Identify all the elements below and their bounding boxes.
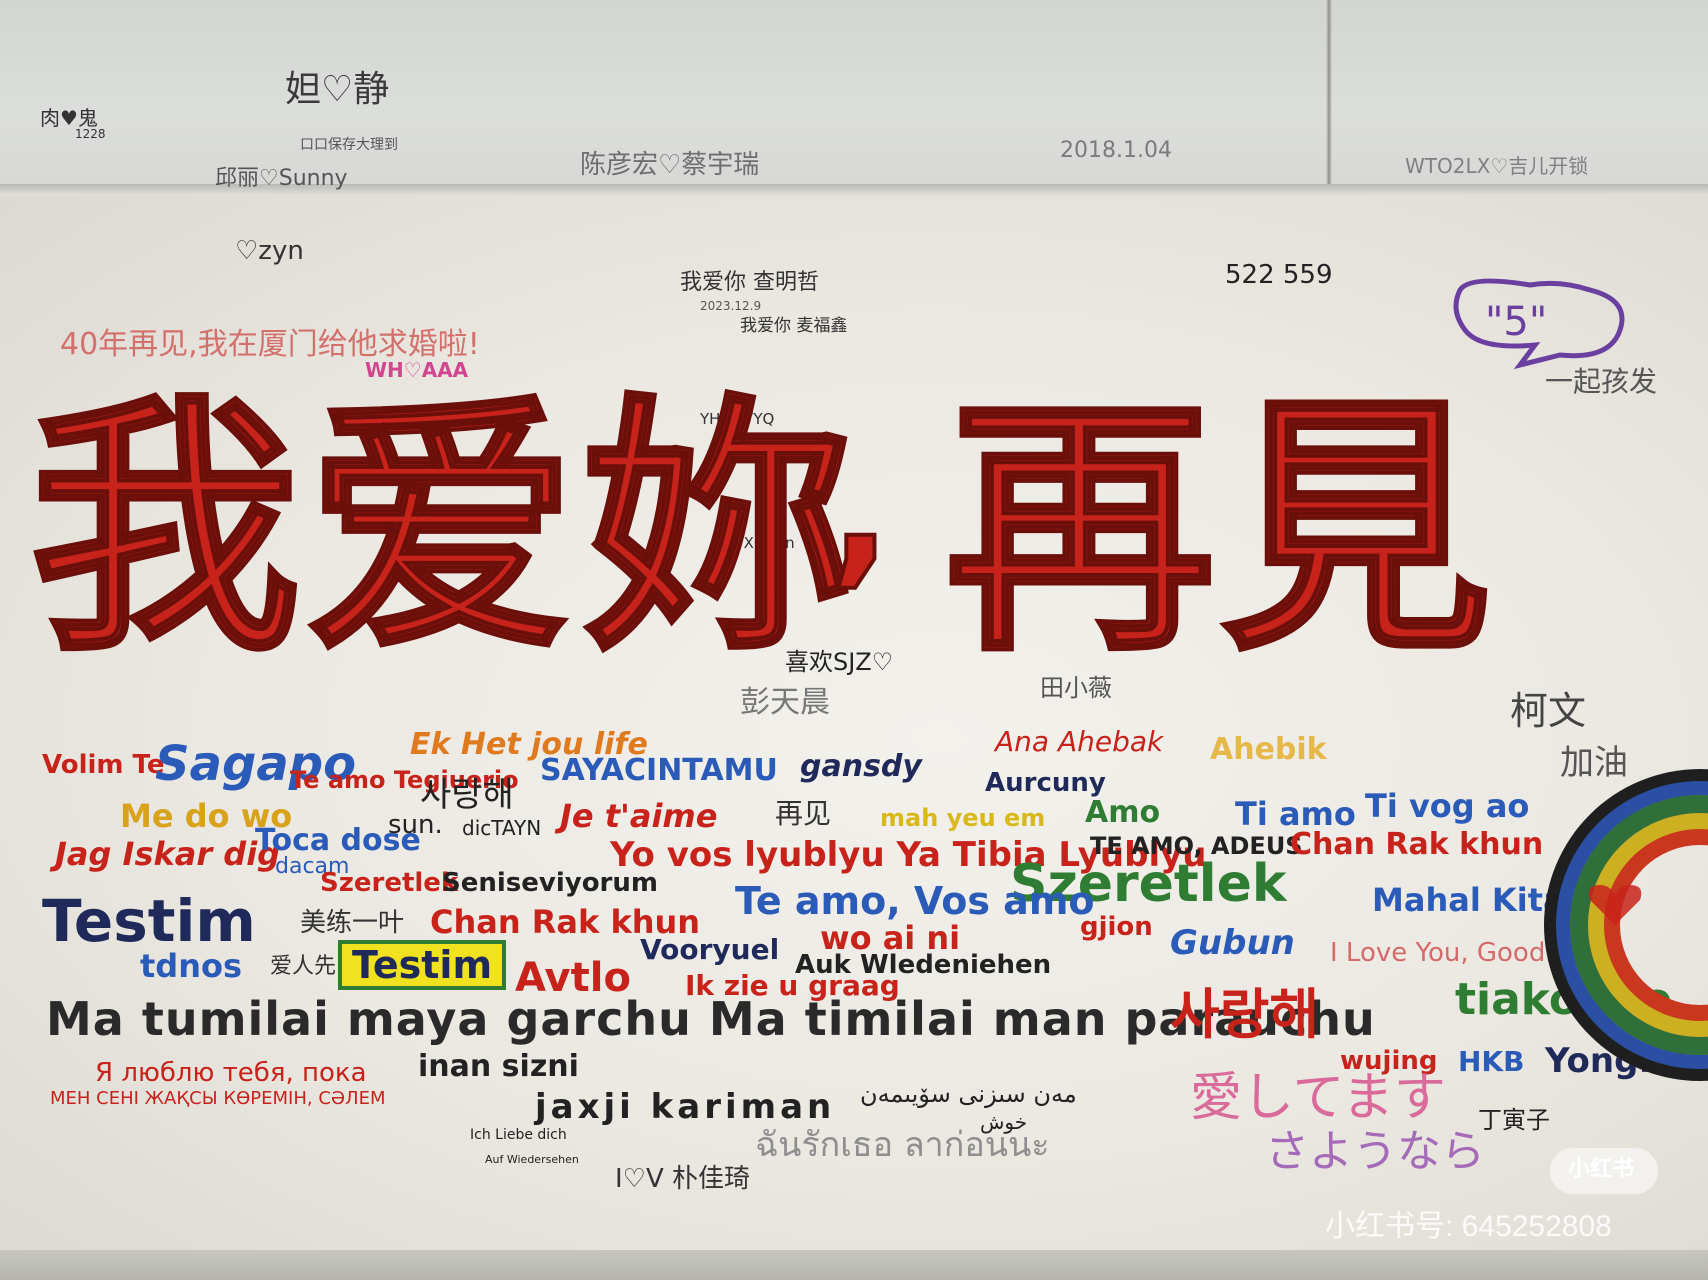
scribble: WH♡AAA bbox=[365, 358, 469, 382]
scribble: 丁寅子 bbox=[1478, 1106, 1550, 1134]
wall-base bbox=[0, 1250, 1708, 1280]
scribble: 柯文 bbox=[1510, 689, 1587, 733]
watermark-logo: 小红书 bbox=[1568, 1156, 1635, 1181]
phrase-other: Avtlo bbox=[515, 955, 631, 1001]
watermark-badge bbox=[1550, 1148, 1658, 1194]
upper-note: 1228 bbox=[75, 127, 106, 141]
main-title-part2: 再見 bbox=[943, 372, 1497, 687]
wall-ledge bbox=[0, 184, 1708, 198]
phrase-other: sun. bbox=[388, 810, 443, 840]
heart-doodle bbox=[1588, 885, 1642, 925]
phrase-amo: Amo bbox=[1085, 795, 1161, 830]
phrase-other: tdnos bbox=[140, 947, 243, 985]
painted-wall-panel bbox=[0, 196, 1708, 1280]
phrase-swedish: Jag Iskar dig bbox=[55, 835, 281, 873]
phrase-malay: SAYACINTAMU bbox=[540, 753, 778, 788]
phrase-turkish: Seniseviyorum bbox=[442, 868, 658, 898]
phrase-english: I Love You, GoodBye bbox=[1330, 938, 1595, 968]
phrase-japanese-2: さようなら bbox=[1265, 1126, 1485, 1177]
phrase-thai-latin-2: Chan Rak khun bbox=[430, 903, 701, 941]
upper-note: 2018.1.04 bbox=[1060, 138, 1172, 163]
phrase-testim-big: Testim bbox=[42, 887, 256, 955]
phrase-filipino: Mahal Kita bbox=[1372, 881, 1565, 919]
phrase-arabic-2: Ahebik bbox=[1210, 732, 1327, 767]
scribble: YHB♡YYQ bbox=[700, 410, 775, 428]
phrase-chinese: 爱人先 bbox=[270, 954, 337, 979]
phrase-afrikaans: Ek Het jou life bbox=[410, 727, 648, 762]
scribble: 彭天晨 bbox=[740, 685, 830, 720]
phrase-greek: Sagapo bbox=[155, 736, 357, 792]
upper-note: WTO2LX♡吉儿开锁 bbox=[1405, 154, 1589, 178]
phrase-nepali: Ma tumilai maya garchu Ma timilai man pa… bbox=[46, 992, 1376, 1046]
phrase-kazakh: МЕН СЕНІ ЖАҚСЫ КӨРЕМІН, СӘЛЕМ bbox=[50, 1088, 386, 1109]
watermark-id: 小红书号: 645252808 bbox=[1325, 1210, 1612, 1243]
phrase-testim-tag: Testim bbox=[338, 940, 507, 990]
phrase-uyghur-2: خوش bbox=[980, 1110, 1028, 1134]
phrase-portuguese: TE AMO, ADEUS bbox=[1090, 832, 1303, 860]
scribble: 一起孩发 bbox=[1545, 365, 1658, 398]
phrase-hungarian-small: Szeretlek bbox=[320, 868, 459, 898]
scribble: I♡V 朴佳琦 bbox=[615, 1164, 751, 1194]
scribble: 40年再见,我在厦门给他求婚啦! bbox=[60, 327, 480, 362]
phrase-other: HKB bbox=[1458, 1045, 1525, 1078]
phrase-other: Gubun bbox=[1170, 923, 1295, 963]
phrase-uzbek-2: jaxji kariman bbox=[535, 1087, 836, 1127]
scribble: JYX♡yyn bbox=[730, 534, 795, 552]
phrase-chinese: 美练一叶 bbox=[300, 908, 405, 938]
phrase-thai-latin: Chan Rak khun bbox=[1290, 827, 1544, 862]
phrase-chinese: 再见 bbox=[775, 797, 832, 830]
phrase-other: dacam bbox=[275, 854, 350, 879]
phrase-dutch-2: Ik zie u graag bbox=[685, 969, 900, 1002]
scribble: 我爱你 查明哲 bbox=[680, 270, 819, 295]
phrase-other: gansdy bbox=[800, 749, 922, 784]
scribble: Auf Wiedersehen bbox=[485, 1153, 579, 1166]
phrase-croatian: Volim Te bbox=[42, 750, 165, 780]
scribble: Ich Liebe dich bbox=[470, 1127, 567, 1143]
phrase-russian-latin: Yo vos lyublyu Ya Tibia Lyublyu bbox=[610, 835, 1207, 875]
phrase-twi: Me do wo bbox=[120, 797, 293, 835]
phrase-thai: ฉันรักเธอ ลาก่อนนะ bbox=[755, 1125, 1050, 1165]
upper-note: 肉♥鬼 bbox=[40, 106, 98, 130]
upper-note: 妲♡静 bbox=[285, 69, 390, 110]
phrase-other: Toca dose bbox=[255, 823, 421, 858]
phrase-russian: Я люблю тебя, пока bbox=[95, 1058, 367, 1088]
scribble: ♡zyn bbox=[235, 236, 304, 266]
phrase-korean-small: 사랑해 bbox=[420, 775, 514, 815]
main-title-part1: 我爱妳 bbox=[28, 372, 858, 687]
upper-wall-section bbox=[0, 0, 1708, 190]
phrase-uzbek: inan sizni bbox=[418, 1049, 579, 1084]
scribble: 加油 bbox=[1560, 743, 1628, 783]
upper-note: 陈彦宏♡蔡宇瑞 bbox=[580, 150, 760, 180]
phrase-other: wujing bbox=[1340, 1046, 1438, 1076]
phrase-mandarin-pinyin: wo ai ni bbox=[820, 919, 961, 957]
phrase-french: Je t'aime bbox=[560, 797, 718, 835]
phrase-dutch: Vooryuel bbox=[640, 933, 780, 966]
phrase-spanish-2: Te amo, Vos amo bbox=[735, 879, 1095, 923]
main-title-comma: , bbox=[828, 416, 897, 603]
phrase-uyghur: مەن سىزنى سۆيىمەن bbox=[860, 1080, 1077, 1108]
phrase-arabic: Ana Ahebak bbox=[995, 725, 1164, 758]
phrase-italian: Ti amo bbox=[1235, 795, 1356, 833]
phrase-hungarian-big: Szeretlek bbox=[1010, 854, 1287, 914]
scribble: 喜欢SJZ♡ bbox=[785, 648, 894, 676]
phrase-korean-big: 사랑해 bbox=[1170, 983, 1320, 1046]
speech-bubble-doodle: "5" bbox=[1453, 278, 1625, 370]
phrase-other: Auk Wledeniehen bbox=[795, 950, 1052, 980]
scribble: 我爱你 麦福鑫 bbox=[740, 316, 848, 336]
scribble: 522 559 bbox=[1225, 260, 1333, 290]
phrase-other: dicTAYN bbox=[462, 816, 542, 840]
scribble: 2023.12.9 bbox=[700, 299, 762, 313]
upper-note: 邱丽♡Sunny bbox=[215, 166, 348, 191]
wall-crack bbox=[1326, 0, 1332, 195]
phrase-vietnamese: mah yeu em bbox=[880, 804, 1046, 832]
scribble: 田小薇 bbox=[1040, 674, 1112, 702]
upper-note: 口口保存大理到 bbox=[300, 137, 398, 153]
phrase-other: Aurcuny bbox=[985, 768, 1106, 798]
svg-text:"5": "5" bbox=[1485, 299, 1547, 345]
phrase-other: gjion bbox=[1080, 912, 1153, 942]
phrase-other: Ti vog ao bbox=[1365, 787, 1530, 825]
phrase-japanese: 愛してます bbox=[1190, 1068, 1446, 1128]
phrase-spanish: Te amo Tegiuerio bbox=[290, 766, 519, 794]
